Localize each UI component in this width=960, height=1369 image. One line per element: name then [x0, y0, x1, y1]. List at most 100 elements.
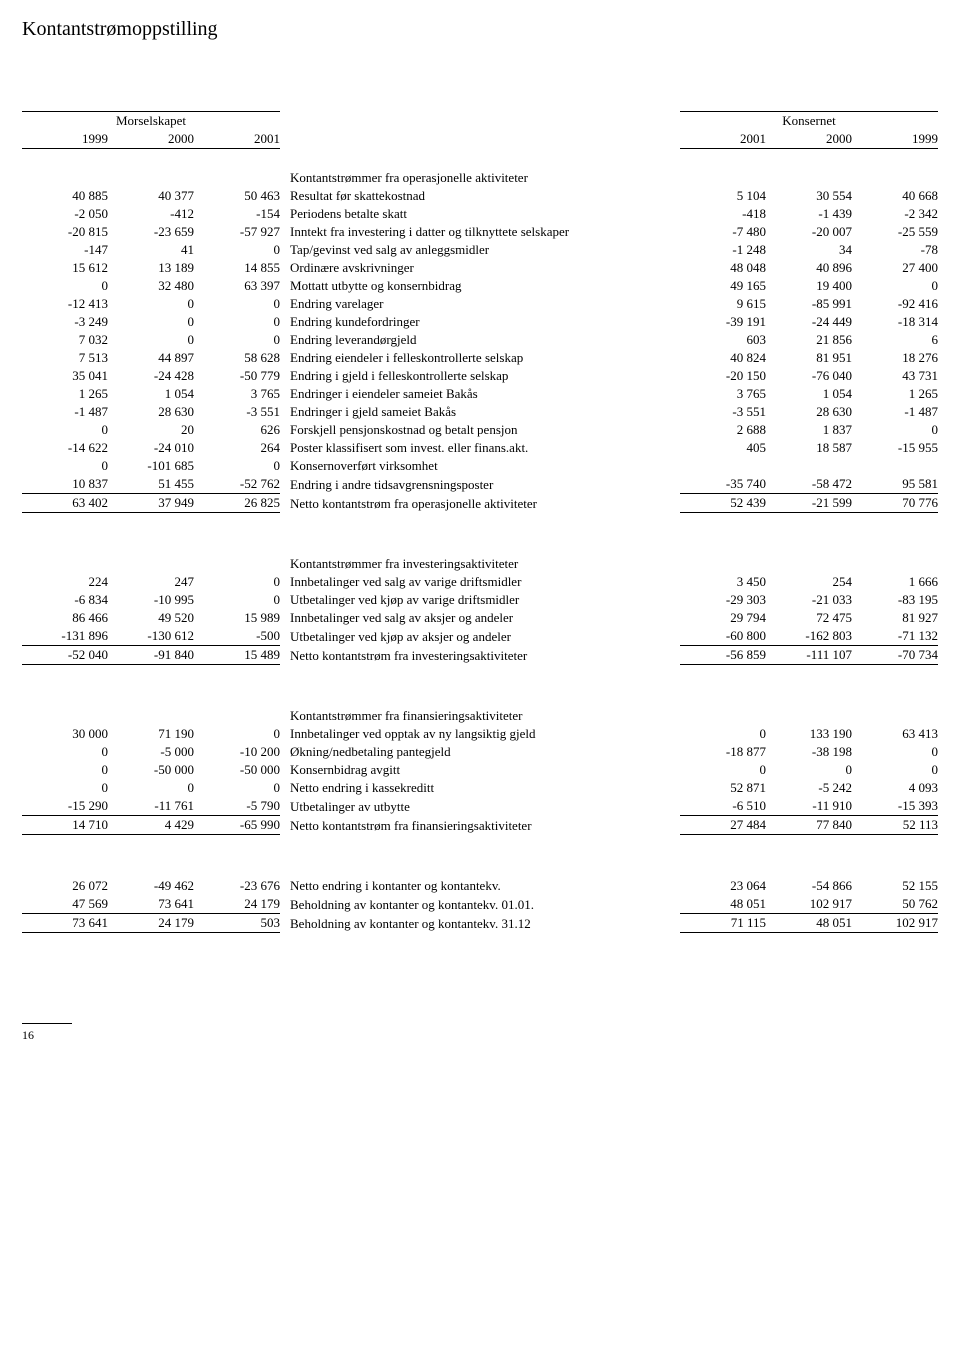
- cell-k: 23 064: [680, 877, 766, 895]
- cell-k: -56 859: [680, 646, 766, 665]
- cell-m: 24 179: [108, 914, 194, 933]
- cell-k: 52 155: [852, 877, 938, 895]
- cell-k: 405: [680, 439, 766, 457]
- cell-m: 0: [22, 421, 108, 439]
- cell-k: 63 413: [852, 725, 938, 743]
- cell-k: 603: [680, 331, 766, 349]
- cell-k: 0: [852, 761, 938, 779]
- cell-m: -2 050: [22, 205, 108, 223]
- row-label: Netto endring i kontanter og kontantekv.: [280, 877, 680, 895]
- cell-k: -418: [680, 205, 766, 223]
- row-label: Endring i gjeld i felleskontrollerte sel…: [280, 367, 680, 385]
- cell-m: -50 000: [194, 761, 280, 779]
- cell-m: -12 413: [22, 295, 108, 313]
- row-label: Endring i andre tidsavgrensningsposter: [280, 475, 680, 494]
- cell-k: [766, 457, 852, 475]
- cell-k: 19 400: [766, 277, 852, 295]
- cell-m: 86 466: [22, 609, 108, 627]
- cell-k: 18 587: [766, 439, 852, 457]
- cell-m: 0: [194, 313, 280, 331]
- cell-k: -38 198: [766, 743, 852, 761]
- row-label: Utbetalinger ved kjøp av aksjer og andel…: [280, 627, 680, 646]
- cell-m: 13 189: [108, 259, 194, 277]
- cell-k: 27 484: [680, 816, 766, 835]
- cell-m: 10 837: [22, 475, 108, 494]
- row-label: Endring varelager: [280, 295, 680, 313]
- cell-m: 51 455: [108, 475, 194, 494]
- cell-m: 0: [194, 591, 280, 609]
- cell-m: 28 630: [108, 403, 194, 421]
- cell-k: 1 837: [766, 421, 852, 439]
- row-label: Netto kontantstrøm fra finansieringsakti…: [280, 816, 680, 835]
- cell-k: -29 303: [680, 591, 766, 609]
- cell-m: 0: [108, 779, 194, 797]
- cell-m: 47 569: [22, 895, 108, 914]
- cell-k: 0: [852, 421, 938, 439]
- cell-k: 102 917: [852, 914, 938, 933]
- cell-k: 1 666: [852, 573, 938, 591]
- group-left-label: Morselskapet: [22, 112, 280, 131]
- cell-k: 28 630: [766, 403, 852, 421]
- cell-k: -83 195: [852, 591, 938, 609]
- year-left-1: 2000: [108, 130, 194, 149]
- cell-k: -24 449: [766, 313, 852, 331]
- cell-m: 1 265: [22, 385, 108, 403]
- cell-k: 133 190: [766, 725, 852, 743]
- cell-k: 81 951: [766, 349, 852, 367]
- cell-k: -21 599: [766, 494, 852, 513]
- cell-m: 26 825: [194, 494, 280, 513]
- row-label: Økning/nedbetaling pantegjeld: [280, 743, 680, 761]
- cell-m: 3 765: [194, 385, 280, 403]
- cell-m: 247: [108, 573, 194, 591]
- cell-m: 0: [194, 725, 280, 743]
- row-label: Tap/gevinst ved salg av anleggsmidler: [280, 241, 680, 259]
- row-label: Inntekt fra investering i datter og tilk…: [280, 223, 680, 241]
- row-label: Innbetalinger ved salg av aksjer og ande…: [280, 609, 680, 627]
- cell-m: 35 041: [22, 367, 108, 385]
- row-label: Innbetalinger ved salg av varige driftsm…: [280, 573, 680, 591]
- cell-m: -3 249: [22, 313, 108, 331]
- cell-m: 264: [194, 439, 280, 457]
- cell-k: -25 559: [852, 223, 938, 241]
- row-label: Endringer i gjeld sameiet Bakås: [280, 403, 680, 421]
- cell-m: 0: [22, 743, 108, 761]
- row-label: Netto kontantstrøm fra operasjonelle akt…: [280, 494, 680, 513]
- cell-m: 73 641: [108, 895, 194, 914]
- cell-k: 4 093: [852, 779, 938, 797]
- cell-m: -147: [22, 241, 108, 259]
- row-label: Netto kontantstrøm fra investeringsaktiv…: [280, 646, 680, 665]
- cell-m: 224: [22, 573, 108, 591]
- cell-m: -10 995: [108, 591, 194, 609]
- row-label: Endring eiendeler i felleskontrollerte s…: [280, 349, 680, 367]
- cell-k: 27 400: [852, 259, 938, 277]
- cell-m: 0: [108, 331, 194, 349]
- cell-k: -78: [852, 241, 938, 259]
- cell-k: 102 917: [766, 895, 852, 914]
- cell-m: -412: [108, 205, 194, 223]
- cell-k: -21 033: [766, 591, 852, 609]
- cell-m: 15 489: [194, 646, 280, 665]
- row-label: Ordinære avskrivninger: [280, 259, 680, 277]
- cell-k: 30 554: [766, 187, 852, 205]
- cell-k: 1 265: [852, 385, 938, 403]
- cell-m: 71 190: [108, 725, 194, 743]
- cell-k: -60 800: [680, 627, 766, 646]
- cell-m: -500: [194, 627, 280, 646]
- section-heading: Kontantstrømmer fra operasjonelle aktivi…: [280, 169, 680, 187]
- cell-k: -71 132: [852, 627, 938, 646]
- cell-m: 49 520: [108, 609, 194, 627]
- cell-k: 18 276: [852, 349, 938, 367]
- cell-m: -5 790: [194, 797, 280, 816]
- cell-k: -6 510: [680, 797, 766, 816]
- cell-k: 71 115: [680, 914, 766, 933]
- cell-m: -20 815: [22, 223, 108, 241]
- cell-k: 0: [852, 277, 938, 295]
- cell-m: 15 989: [194, 609, 280, 627]
- cell-m: -11 761: [108, 797, 194, 816]
- cell-m: -65 990: [194, 816, 280, 835]
- cell-m: 58 628: [194, 349, 280, 367]
- cell-m: -52 040: [22, 646, 108, 665]
- cell-m: 40 377: [108, 187, 194, 205]
- cell-k: 0: [680, 761, 766, 779]
- section-heading: Kontantstrømmer fra finansieringsaktivit…: [280, 707, 680, 725]
